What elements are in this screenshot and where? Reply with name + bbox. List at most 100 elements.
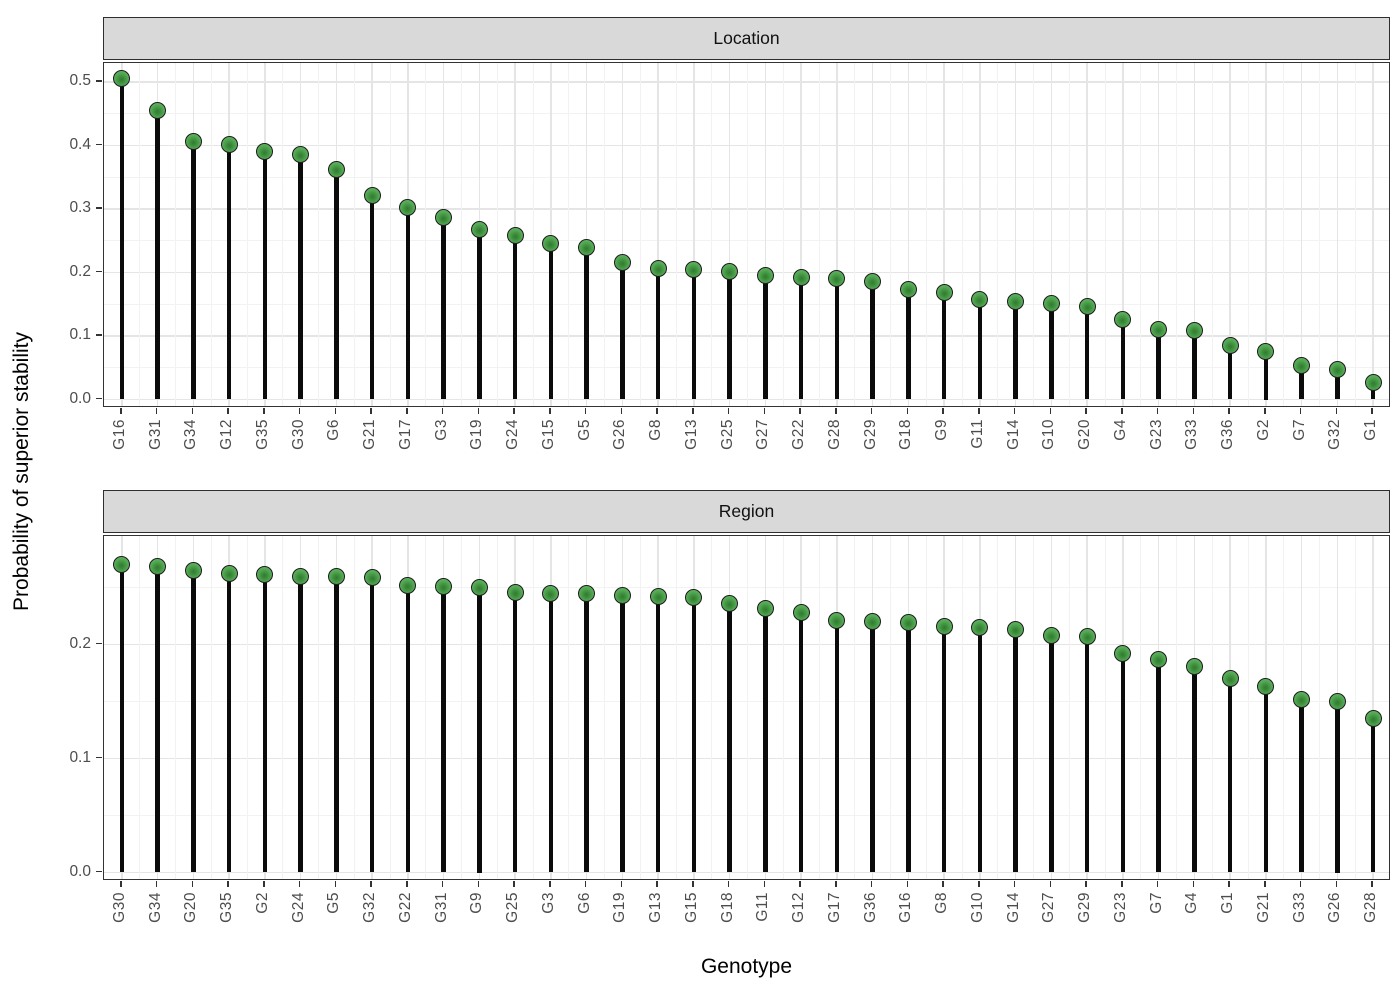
grid-minor-v <box>1176 63 1177 406</box>
point <box>1364 710 1382 728</box>
x-tick <box>835 408 837 414</box>
x-tick <box>334 881 337 887</box>
x-tick-label: G24 <box>289 892 307 923</box>
stem <box>1263 351 1269 400</box>
point <box>1150 320 1168 338</box>
point <box>292 145 310 163</box>
point <box>756 599 774 617</box>
x-tick <box>656 408 658 414</box>
grid-minor-v <box>568 536 570 879</box>
stem <box>870 621 875 873</box>
x-tick-label: G1 <box>1362 419 1380 441</box>
stem <box>477 587 482 873</box>
stem <box>334 169 339 400</box>
grid-minor-v <box>639 536 641 879</box>
x-tick-label: G15 <box>682 892 700 923</box>
x-tick-label: G28 <box>825 419 843 450</box>
stem <box>798 277 804 400</box>
stem <box>405 585 411 873</box>
x-tick <box>1156 408 1159 414</box>
x-tick <box>942 881 944 887</box>
point <box>1007 293 1025 311</box>
grid-minor-v <box>711 536 713 879</box>
point <box>220 565 238 583</box>
x-tick <box>549 408 551 414</box>
stem <box>620 595 625 873</box>
x-tick-label: G17 <box>396 419 414 450</box>
stem <box>1049 635 1054 873</box>
x-tick-label: G27 <box>754 419 772 450</box>
point <box>542 584 560 602</box>
stem <box>119 564 125 873</box>
x-tick <box>441 408 444 414</box>
x-tick <box>906 408 909 414</box>
point <box>399 198 417 216</box>
point <box>756 267 774 285</box>
grid-minor-v <box>496 63 498 406</box>
grid-minor-v <box>1283 536 1285 879</box>
x-tick <box>406 408 408 414</box>
grid-minor-v <box>318 536 319 879</box>
grid-minor-v <box>854 536 856 879</box>
x-tick-label: G17 <box>825 892 843 923</box>
x-tick <box>1228 881 1230 887</box>
point <box>899 281 917 299</box>
x-tick-label: G22 <box>790 419 808 450</box>
x-tick <box>513 881 515 887</box>
x-tick-label: G20 <box>1076 419 1094 450</box>
grid-minor-v <box>1033 63 1034 406</box>
grid-minor-v <box>782 536 784 879</box>
point <box>1293 690 1311 708</box>
x-tick-label: G31 <box>432 892 450 923</box>
grid-minor-v <box>175 63 176 406</box>
x-tick <box>763 881 766 887</box>
point <box>399 576 417 594</box>
grid-minor-v <box>818 536 820 879</box>
x-tick-label: G25 <box>718 419 736 450</box>
x-tick-label: G19 <box>468 419 486 450</box>
x-tick <box>477 881 480 887</box>
stem <box>369 577 375 873</box>
y-tick <box>96 756 102 759</box>
grid-minor-v <box>747 536 748 879</box>
x-tick-label: G3 <box>539 892 557 914</box>
x-tick-label: G14 <box>1004 419 1022 450</box>
grid-major-v <box>1193 63 1196 406</box>
facet-strip-location: Location <box>103 17 1390 60</box>
x-tick <box>763 408 766 414</box>
stem <box>655 596 661 873</box>
x-tick-label: G29 <box>861 419 879 450</box>
x-tick-label: G32 <box>1326 419 1344 450</box>
grid-minor-v <box>961 536 963 879</box>
x-tick <box>942 408 944 414</box>
point <box>792 604 810 622</box>
y-tick-label: 0.2 <box>69 634 91 652</box>
x-tick-label: G34 <box>182 419 200 450</box>
stem <box>548 243 554 400</box>
panel-location <box>103 62 1390 407</box>
stem <box>870 281 875 400</box>
grid-major-h <box>104 81 1389 83</box>
grid-major-v <box>1265 63 1267 406</box>
grid-minor-v <box>318 63 319 406</box>
grid-minor-h <box>104 176 1389 178</box>
x-tick-label: G13 <box>647 892 665 923</box>
point <box>1007 621 1025 639</box>
point <box>184 561 202 579</box>
point <box>1221 670 1239 688</box>
stem <box>1227 345 1233 400</box>
x-tick <box>870 881 873 887</box>
grid-minor-v <box>1319 63 1320 406</box>
stem <box>584 247 589 400</box>
grid-minor-v <box>210 63 212 406</box>
point <box>685 589 703 607</box>
stem <box>512 235 518 400</box>
x-tick-label: G18 <box>897 419 915 450</box>
stem <box>584 593 589 873</box>
x-tick-label: G18 <box>718 892 736 923</box>
stem <box>906 289 911 400</box>
grid-major-v <box>979 63 981 406</box>
stem <box>941 292 947 400</box>
grid-minor-v <box>1104 536 1106 879</box>
x-tick-label: G23 <box>1147 419 1165 450</box>
